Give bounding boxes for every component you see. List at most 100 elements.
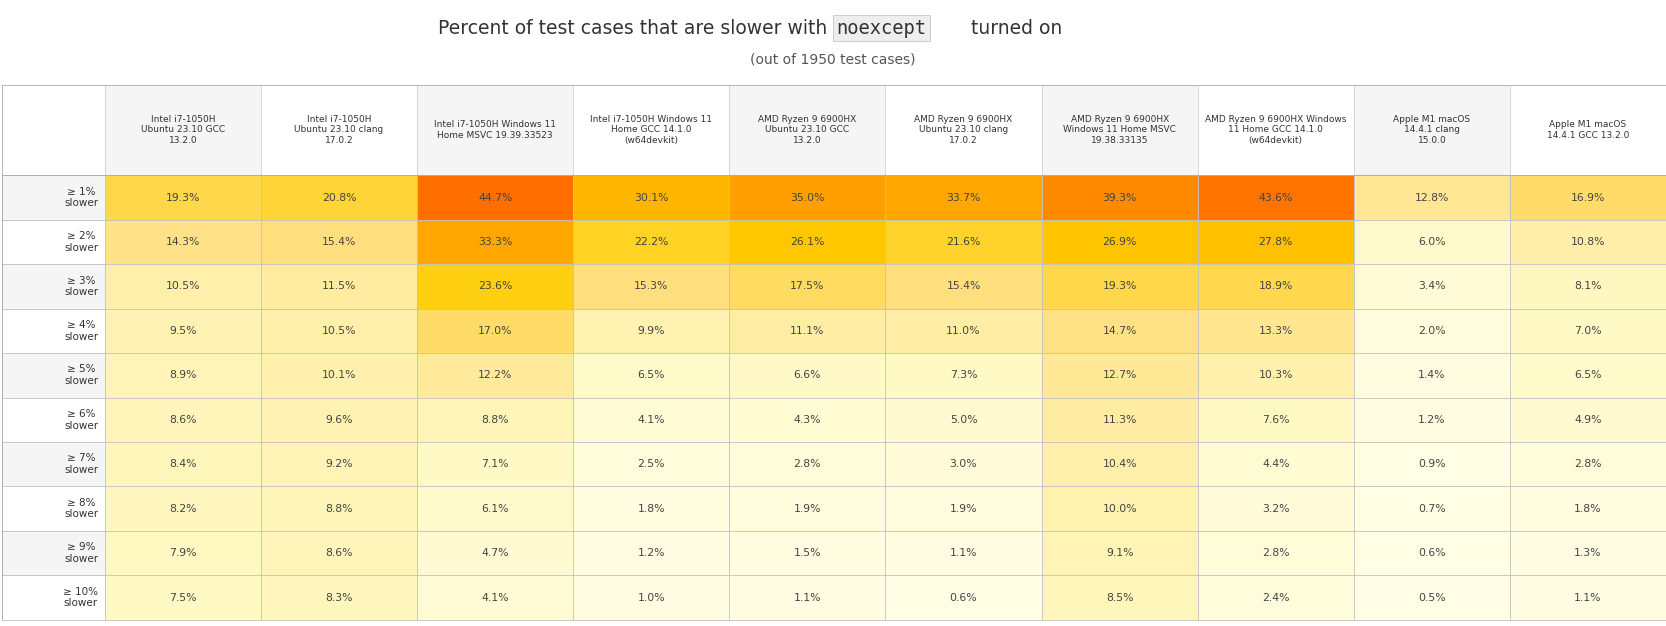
Bar (105, 85, 262, 175)
Text: 12.7%: 12.7% (1103, 371, 1136, 380)
Text: 2.4%: 2.4% (1261, 593, 1289, 602)
Text: 8.5%: 8.5% (1106, 593, 1133, 602)
Bar (2, 486, 105, 531)
Bar (105, 353, 262, 398)
Text: 10.1%: 10.1% (322, 371, 357, 380)
Text: 0.6%: 0.6% (950, 593, 978, 602)
Text: 1.9%: 1.9% (950, 504, 978, 513)
Text: 8.8%: 8.8% (325, 504, 353, 513)
Text: 10.3%: 10.3% (1258, 371, 1293, 380)
Bar (1354, 442, 1509, 486)
Text: 17.5%: 17.5% (790, 282, 825, 291)
Bar (573, 398, 730, 442)
Bar (2, 264, 105, 309)
Bar (262, 575, 416, 620)
Text: 4.9%: 4.9% (1574, 415, 1601, 424)
Bar (730, 531, 886, 575)
Text: 4.7%: 4.7% (481, 548, 510, 558)
Bar (2, 175, 105, 220)
Text: turned on: turned on (965, 19, 1061, 38)
Bar (573, 264, 730, 309)
Bar (262, 309, 416, 353)
Text: 3.0%: 3.0% (950, 459, 978, 469)
Text: 2.8%: 2.8% (1261, 548, 1289, 558)
Bar (2, 575, 105, 620)
Bar (2, 309, 105, 353)
Text: ≥ 1%
slower: ≥ 1% slower (65, 187, 98, 208)
Bar (886, 175, 1041, 220)
Text: AMD Ryzen 9 6900HX Windows
11 Home GCC 14.1.0
(w64devkit): AMD Ryzen 9 6900HX Windows 11 Home GCC 1… (1205, 115, 1346, 145)
Bar (1041, 575, 1198, 620)
Bar (730, 353, 886, 398)
Text: 7.0%: 7.0% (1574, 326, 1601, 336)
Text: 9.6%: 9.6% (325, 415, 353, 424)
Bar (1198, 531, 1354, 575)
Text: 8.4%: 8.4% (170, 459, 197, 469)
Bar (105, 175, 262, 220)
Bar (1509, 398, 1666, 442)
Text: 10.0%: 10.0% (1103, 504, 1136, 513)
Text: 6.5%: 6.5% (1574, 371, 1601, 380)
Bar (416, 353, 573, 398)
Text: ≥ 10%
slower: ≥ 10% slower (63, 587, 98, 608)
Text: 1.1%: 1.1% (793, 593, 821, 602)
Text: 2.0%: 2.0% (1418, 326, 1446, 336)
Bar (573, 85, 730, 175)
Bar (2, 442, 105, 486)
Text: 44.7%: 44.7% (478, 193, 513, 202)
Text: 1.4%: 1.4% (1418, 371, 1446, 380)
Bar (416, 85, 573, 175)
Bar (573, 486, 730, 531)
Bar (1354, 220, 1509, 264)
Text: 1.5%: 1.5% (793, 548, 821, 558)
Bar (1354, 486, 1509, 531)
Text: 12.2%: 12.2% (478, 371, 513, 380)
Bar (1354, 575, 1509, 620)
Text: ≥ 9%
slower: ≥ 9% slower (65, 542, 98, 564)
Bar (1041, 220, 1198, 264)
Bar (1509, 175, 1666, 220)
Text: 2.8%: 2.8% (793, 459, 821, 469)
Bar (886, 486, 1041, 531)
Text: 10.4%: 10.4% (1103, 459, 1136, 469)
Bar (1509, 353, 1666, 398)
Text: 0.5%: 0.5% (1418, 593, 1446, 602)
Bar (1198, 442, 1354, 486)
Text: 43.6%: 43.6% (1258, 193, 1293, 202)
Text: 8.3%: 8.3% (325, 593, 353, 602)
Bar (1509, 442, 1666, 486)
Text: 16.9%: 16.9% (1571, 193, 1604, 202)
Bar (573, 175, 730, 220)
Text: 8.2%: 8.2% (170, 504, 197, 513)
Bar (105, 220, 262, 264)
Bar (730, 442, 886, 486)
Text: 19.3%: 19.3% (1103, 282, 1136, 291)
Bar (1198, 486, 1354, 531)
Text: 12.8%: 12.8% (1414, 193, 1449, 202)
Text: 8.1%: 8.1% (1574, 282, 1601, 291)
Text: 30.1%: 30.1% (635, 193, 668, 202)
Bar (262, 486, 416, 531)
Text: 1.1%: 1.1% (950, 548, 978, 558)
Text: 7.1%: 7.1% (481, 459, 510, 469)
Text: 1.3%: 1.3% (1574, 548, 1601, 558)
Bar (730, 264, 886, 309)
Text: AMD Ryzen 9 6900HX
Ubuntu 23.10 clang
17.0.2: AMD Ryzen 9 6900HX Ubuntu 23.10 clang 17… (915, 115, 1013, 145)
Text: 9.1%: 9.1% (1106, 548, 1133, 558)
Bar (730, 175, 886, 220)
Bar (573, 575, 730, 620)
Bar (886, 398, 1041, 442)
Bar (416, 220, 573, 264)
Bar (2, 531, 105, 575)
Text: 39.3%: 39.3% (1103, 193, 1136, 202)
Bar (1041, 398, 1198, 442)
Text: AMD Ryzen 9 6900HX
Windows 11 Home MSVC
19.38.33135: AMD Ryzen 9 6900HX Windows 11 Home MSVC … (1063, 115, 1176, 145)
Bar (1198, 85, 1354, 175)
Bar (262, 398, 416, 442)
Text: 10.8%: 10.8% (1571, 237, 1606, 247)
Text: 35.0%: 35.0% (790, 193, 825, 202)
Bar (416, 264, 573, 309)
Text: 7.5%: 7.5% (170, 593, 197, 602)
Bar (262, 175, 416, 220)
Bar (730, 575, 886, 620)
